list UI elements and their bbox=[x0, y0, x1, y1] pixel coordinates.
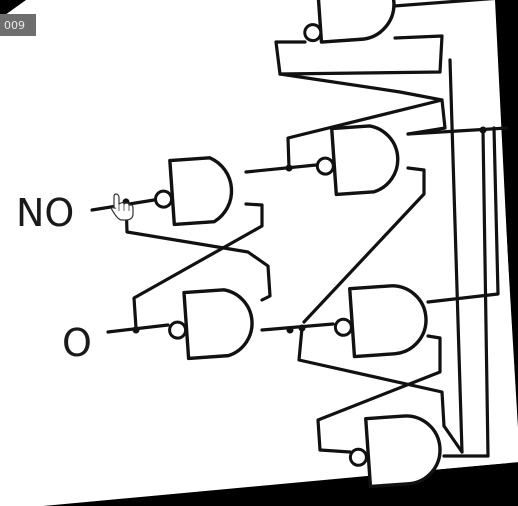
nand-gate-stage1-bottom bbox=[168, 288, 254, 361]
wire-mid-cross-a bbox=[302, 166, 426, 324]
wire-top-cross bbox=[278, 72, 444, 102]
input-label-no: NO bbox=[16, 191, 74, 235]
wire-stage1-bottom-out bbox=[260, 322, 335, 332]
input-label-o: O bbox=[62, 321, 92, 365]
wire-mid-top-out bbox=[406, 126, 509, 136]
corner-badge-text: 009 bbox=[4, 19, 25, 32]
junction-dot bbox=[286, 326, 294, 334]
wire-top-out bbox=[392, 0, 495, 8]
wire-latch1-feedback-a bbox=[124, 198, 272, 302]
wire-right-rail-2 bbox=[442, 128, 490, 458]
wires bbox=[90, 0, 509, 458]
wire-top-latch-b bbox=[274, 34, 444, 76]
wire-mid-cross-b bbox=[297, 326, 446, 428]
wire-right-rail-3 bbox=[442, 424, 464, 454]
wire-latch1-feedback-b bbox=[132, 202, 264, 330]
hand-pointer-icon bbox=[111, 193, 134, 221]
gates bbox=[154, 0, 442, 489]
wire-right-rail-1 bbox=[448, 58, 464, 454]
nand-gate-stage1-top bbox=[154, 156, 234, 227]
wire-mid-bottom-out bbox=[426, 126, 500, 304]
nand-gate-bottom bbox=[348, 414, 442, 489]
wire-stage1-top-out bbox=[244, 163, 318, 174]
junction-dot bbox=[132, 326, 140, 334]
nand-gate-stage2-top bbox=[315, 124, 400, 197]
nand-gate-stage2-bottom bbox=[333, 284, 428, 359]
corner-badge bbox=[0, 14, 36, 36]
nand-gate-top bbox=[303, 0, 396, 44]
wire-mid-cross-c bbox=[316, 334, 442, 454]
